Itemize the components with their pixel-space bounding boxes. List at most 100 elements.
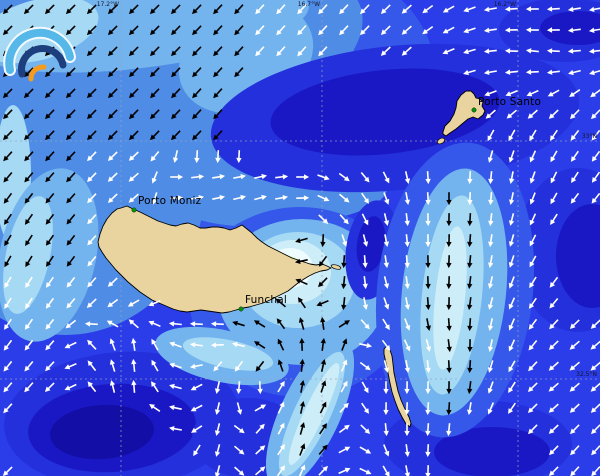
wind-arrow-head <box>44 8 51 15</box>
wind-arrow-head <box>214 451 221 457</box>
wind-arrow-head <box>25 303 31 309</box>
wind-arrow-head <box>488 220 494 227</box>
wind-arrow-head <box>24 365 30 372</box>
wind-arrow-head <box>362 304 368 310</box>
wind-arrow-head <box>425 304 431 311</box>
wind-arrow-head <box>299 422 306 428</box>
wind-arrow-head <box>567 48 574 54</box>
wind-arrow-head <box>404 472 410 476</box>
wind-arrow-head <box>4 282 10 289</box>
wind-arrow-head <box>171 71 177 78</box>
wind-arrow-head <box>86 302 93 308</box>
wind-arrow-head <box>172 157 179 163</box>
wind-arrow-head <box>343 176 350 182</box>
wind-arrow-head <box>66 239 72 246</box>
wind-arrow-head <box>210 342 217 348</box>
wind-arrow-head <box>467 283 473 290</box>
wind-arrow-head <box>341 283 347 290</box>
wind-arrow-head <box>236 388 242 395</box>
wind-arrow-head <box>240 174 246 180</box>
wind-arrow-head <box>65 92 72 99</box>
wind-arrow-head <box>255 29 261 36</box>
wind-arrow-head <box>591 470 597 476</box>
wind-arrow-head <box>66 197 72 204</box>
wind-arrow-head <box>150 50 156 57</box>
wind-arrow-head <box>384 471 390 476</box>
wind-arrow-head <box>528 344 534 351</box>
wind-arrow-head <box>219 195 225 201</box>
wind-arrow-head <box>422 8 429 14</box>
wind-arrow-head <box>404 367 410 373</box>
wind-arrow-head <box>192 29 198 36</box>
wind-arrow-head <box>192 50 198 57</box>
island-madeira <box>97 205 332 314</box>
wind-arrow-head <box>4 240 10 247</box>
logo-arc <box>5 28 74 74</box>
wind-arrow-head <box>318 8 324 15</box>
wind-arrow-head <box>192 8 198 15</box>
wind-arrow-head <box>384 450 390 457</box>
wind-arrow-head <box>590 91 596 98</box>
wind-arrow-head <box>509 199 515 205</box>
wind-arrow-head <box>527 386 534 392</box>
wind-arrow-head <box>25 282 31 288</box>
wind-arrow-head <box>169 426 175 432</box>
wind-arrow-head <box>107 176 114 182</box>
wind-arrow-head <box>232 320 238 326</box>
wind-arrow-head <box>128 50 135 57</box>
wind-arrow-head <box>4 303 10 309</box>
wind-arrow-head <box>588 27 595 33</box>
wind-arrow-head <box>87 176 93 183</box>
wind-arrow-head <box>323 175 330 181</box>
wind-arrow-head <box>546 48 553 54</box>
wind-arrow-head <box>297 8 303 15</box>
wind-arrow-head <box>404 283 410 290</box>
wind-arrow-head <box>108 113 114 120</box>
wind-arrow-head <box>526 91 533 97</box>
wind-arrow-head <box>569 91 575 97</box>
wind-arrow-head <box>504 27 511 33</box>
wind-arrow-head <box>504 69 511 75</box>
wind-arrow-head <box>506 113 513 119</box>
wind-arrow-head <box>529 261 535 268</box>
wind-arrow-head <box>24 176 30 183</box>
wind-arrow-head <box>508 135 514 142</box>
wind-arrow-head <box>65 8 72 15</box>
wind-arrow-head <box>549 302 555 309</box>
wind-arrow-head <box>131 337 137 344</box>
wind-arrow-head <box>234 29 240 36</box>
wind-arrow-head <box>129 92 135 99</box>
wind-arrow-head <box>404 199 410 205</box>
wind-arrow-head <box>255 8 261 15</box>
wind-arrow-head <box>171 29 177 36</box>
wind-arrow-head <box>487 387 493 394</box>
wind-arrow-head <box>401 50 408 56</box>
wind-arrow-head <box>549 281 555 288</box>
wind-arrow-head <box>404 241 410 248</box>
wind-arrow-head <box>65 29 72 36</box>
wind-arrow-head <box>191 427 197 433</box>
wind-arrow-head <box>589 69 595 76</box>
wind-arrow-head <box>177 195 184 201</box>
wind-arrow-head <box>487 135 493 142</box>
wind-arrow-head <box>87 281 93 288</box>
wind-arrow-head <box>550 219 556 225</box>
wind-arrow-head <box>446 283 452 290</box>
wind-arrow-head <box>276 8 282 15</box>
wind-arrow-head <box>86 8 93 15</box>
city-marker-porto-moniz <box>131 207 137 213</box>
wind-arrow-head <box>24 344 30 351</box>
wind-arrow-head <box>295 278 302 284</box>
wind-arrow-head <box>525 6 532 12</box>
wind-arrow-head <box>548 428 555 434</box>
wind-arrow-head <box>107 302 114 308</box>
wind-arrow-head <box>404 388 410 395</box>
wind-arrow-head <box>549 449 555 456</box>
wind-arrow-head <box>255 50 261 57</box>
wind-arrow-head <box>214 409 221 415</box>
wind-arrow-head <box>300 443 306 450</box>
wind-arrow-head <box>192 113 198 120</box>
wind-arrow-head <box>45 365 51 372</box>
wind-arrow-head <box>215 157 221 164</box>
